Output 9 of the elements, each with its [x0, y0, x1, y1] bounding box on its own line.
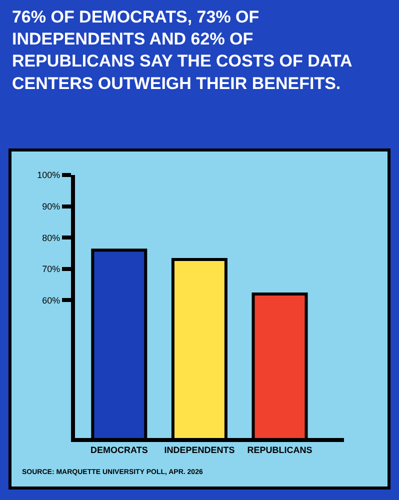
x-tick-label: REPUBLICANS	[247, 444, 312, 455]
y-tick-label: 80%	[42, 232, 60, 243]
x-tick-label: INDEPENDENTS	[164, 444, 235, 455]
y-tick-label: 70%	[42, 264, 60, 274]
chart-title: 76% OF DEMOCRATS, 73% OF INDEPENDENTS AND 62% OF REPUBLICANS SAY THE COSTS OF DATA CENTERS OUTWEIGH THEIR BENEFITS.	[12, 8, 352, 93]
y-tick-label: 60%	[42, 295, 60, 306]
y-tick-label: 100%	[37, 170, 60, 180]
x-tick-label: DEMOCRATS	[90, 444, 148, 455]
y-tick-label: 90%	[42, 201, 60, 212]
